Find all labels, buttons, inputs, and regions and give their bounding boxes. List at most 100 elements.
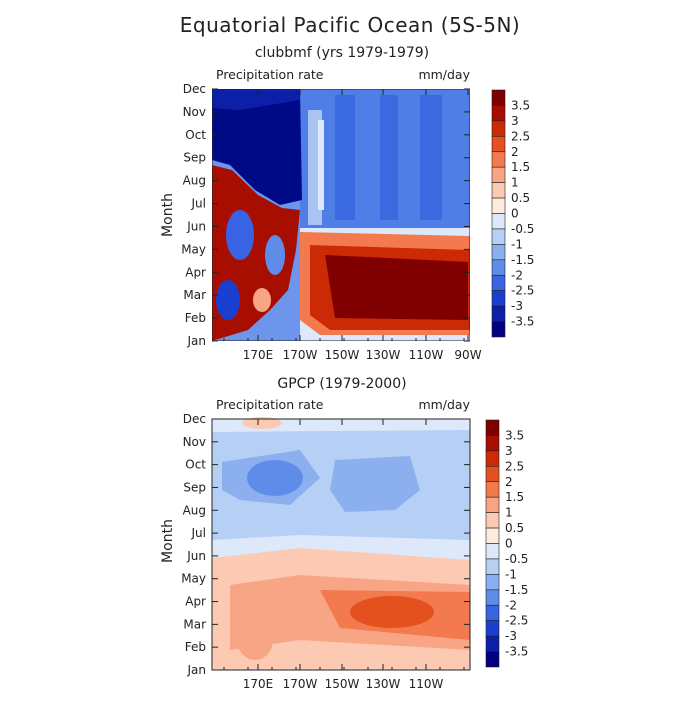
colorbar-label: 0.5	[505, 521, 524, 535]
colorbar-label: 1.5	[505, 490, 524, 504]
colorbar-label: -2	[505, 598, 517, 612]
panel1-ytick-label: Nov	[183, 105, 206, 119]
colorbar-label: -1.5	[505, 583, 528, 597]
colorbar-swatch	[485, 435, 500, 452]
colorbar-swatch	[485, 450, 500, 467]
panel1-ytick-label: May	[181, 242, 206, 256]
colorbar-swatch	[491, 244, 506, 261]
colorbar-label: -3.5	[511, 315, 534, 329]
panel2-subtitle: GPCP (1979-2000)	[277, 376, 406, 392]
colorbar-label: -0.5	[511, 222, 534, 236]
colorbar-label: -1	[505, 567, 517, 581]
panel2-ytick-label: Sep	[183, 480, 206, 494]
colorbar-swatch	[491, 274, 506, 291]
panel1-ytick-label: Feb	[185, 311, 206, 325]
panel2-ytick-label: Dec	[183, 412, 206, 426]
colorbar-swatch	[485, 527, 500, 544]
colorbar-label: 0	[511, 207, 519, 221]
colorbar-label: 2	[511, 145, 519, 159]
panel1-variable: Precipitation rate	[216, 67, 324, 82]
panel2-ytick-label: Jul	[191, 526, 206, 540]
panel1-xtick-label: 130W	[366, 348, 401, 362]
panel2-units: mm/day	[418, 397, 470, 412]
panel1-heatmap	[212, 89, 470, 341]
colorbar-swatch	[485, 558, 500, 575]
panel1-ytick-label: Oct	[185, 128, 206, 142]
panel1-yaxis: Jan Feb Mar Apr May Jun Jul Aug Sep Oct Nov Dec	[181, 82, 470, 348]
colorbar-swatch	[485, 512, 500, 529]
panel2-xtick-label: 170W	[283, 677, 318, 691]
panel2-xaxis: 170E 170W 150W 130W 110W	[223, 419, 465, 691]
colorbar-swatch	[491, 197, 506, 214]
colorbar-label: 2.5	[511, 129, 530, 143]
colorbar-swatch	[485, 496, 500, 513]
colorbar-swatch	[485, 635, 500, 652]
panel1-units: mm/day	[418, 67, 470, 82]
panel-clubbmf: clubbmf (yrs 1979-1979) Precipitation ra…	[160, 45, 534, 362]
panel2-ylabel: Month	[160, 519, 176, 563]
panel1-ytick-label: Jan	[187, 334, 207, 348]
panel2-ytick-label: Apr	[185, 595, 206, 609]
colorbar-swatch	[491, 305, 506, 322]
colorbar-label: -2.5	[505, 614, 528, 628]
panel2-ytick-label: Feb	[185, 640, 206, 654]
panel1-colorbar: 3.5 32.5 21.5 10.5 0-0.5-1 -1.5-2 -2.5-3 -3.5	[491, 89, 534, 338]
panel-gpcp: GPCP (1979-2000) Precipitation rate mm/d…	[160, 376, 528, 691]
colorbar-swatch	[491, 213, 506, 230]
panel2-ytick-label: May	[181, 572, 206, 586]
colorbar-swatch	[491, 259, 506, 276]
panel2-red-core	[350, 596, 434, 628]
colorbar-label: -1	[511, 237, 523, 251]
panel2-xtick-label: 130W	[366, 677, 401, 691]
panel1-subtitle: clubbmf (yrs 1979-1979)	[255, 45, 429, 61]
panel2-heatmap	[211, 417, 471, 671]
colorbar-swatch	[491, 136, 506, 153]
panel1-ytick-label: Mar	[183, 288, 206, 302]
colorbar-swatch	[491, 290, 506, 307]
colorbar-swatch	[485, 466, 500, 483]
panel1-xtick-label: 170W	[283, 348, 318, 362]
panel1-xtick-label: 110W	[409, 348, 444, 362]
colorbar-swatch	[485, 574, 500, 591]
colorbar-swatch	[485, 543, 500, 560]
colorbar-swatch	[485, 620, 500, 637]
panel2-ytick-label: Aug	[183, 503, 206, 517]
panel1-xtick-label: 90W	[454, 348, 481, 362]
colorbar-label: 2	[505, 475, 513, 489]
colorbar-swatch	[491, 105, 506, 122]
colorbar-swatch	[491, 166, 506, 183]
panel1-ytick-label: Apr	[185, 265, 206, 279]
panel2-xtick-label: 170E	[243, 677, 274, 691]
panel1-ytick-label: Dec	[183, 82, 206, 96]
colorbar-label: -1.5	[511, 253, 534, 267]
colorbar-swatch	[491, 321, 506, 338]
colorbar-swatch	[491, 89, 506, 106]
colorbar-label: 1	[511, 176, 519, 190]
figure-title: Equatorial Pacific Ocean (5S-5N)	[180, 13, 520, 37]
panel2-colorbar: 3.5 32.5 21.5 10.5 0-0.5-1 -1.5-2 -2.5-3 -3.5	[485, 419, 528, 668]
colorbar-swatch	[491, 151, 506, 168]
colorbar-label: -2.5	[511, 284, 534, 298]
colorbar-swatch	[491, 182, 506, 199]
panel2-ytick-label: Nov	[183, 435, 206, 449]
panel1-ytick-label: Jun	[186, 219, 206, 233]
colorbar-swatch	[485, 419, 500, 436]
colorbar-label: -0.5	[505, 552, 528, 566]
panel2-ytick-label: Jun	[186, 549, 206, 563]
colorbar-label: -3.5	[505, 645, 528, 659]
panel2-ytick-label: Jan	[187, 663, 207, 677]
panel2-blue-core	[247, 460, 303, 496]
colorbar-label: 3.5	[505, 428, 524, 442]
colorbar-label: 3	[511, 114, 519, 128]
panel1-ytick-label: Jul	[191, 197, 206, 211]
colorbar-swatch	[491, 228, 506, 245]
colorbar-label: 1	[505, 506, 513, 520]
colorbar-label: 2.5	[505, 459, 524, 473]
colorbar-label: -3	[511, 299, 523, 313]
colorbar-swatch	[485, 651, 500, 668]
colorbar-label: 1.5	[511, 160, 530, 174]
panel2-xtick-label: 150W	[325, 677, 360, 691]
panel1-deep-blue-west	[212, 89, 302, 205]
colorbar-swatch	[485, 481, 500, 498]
panel2-variable: Precipitation rate	[216, 397, 324, 412]
